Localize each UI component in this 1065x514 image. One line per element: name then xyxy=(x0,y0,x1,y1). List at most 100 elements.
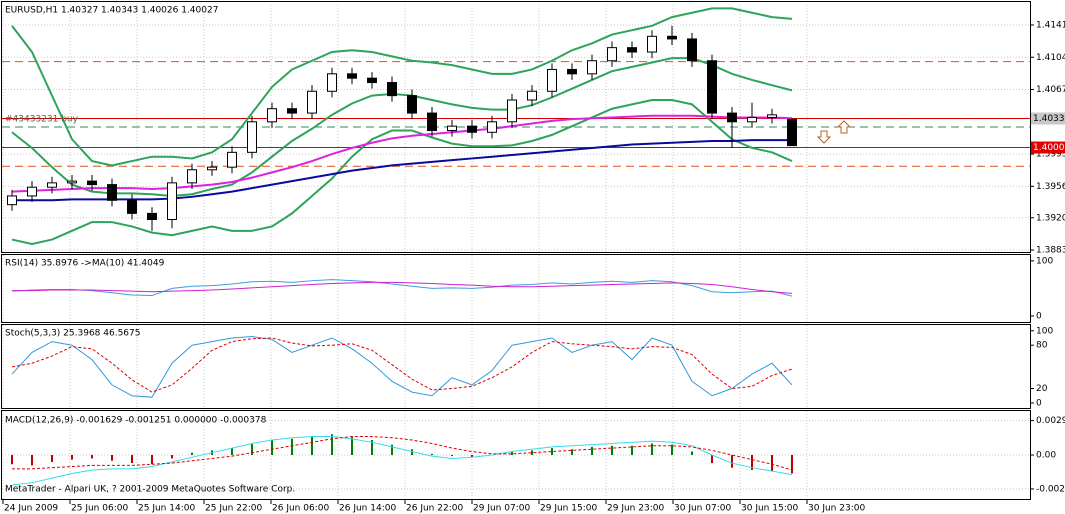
indicator-line xyxy=(11,436,793,486)
candle-body xyxy=(487,121,497,133)
candle-body xyxy=(347,73,357,79)
x-tick-label: 30 Jun 23:00 xyxy=(808,504,865,514)
y-tick-label: 100 xyxy=(1036,326,1053,336)
candle-body xyxy=(207,166,217,171)
indicator-line xyxy=(12,139,792,202)
x-tick-label: 25 Jun 06:00 xyxy=(71,504,128,514)
price-level-tag xyxy=(1031,141,1065,154)
candle-body xyxy=(287,108,297,114)
price-level-tag xyxy=(1031,112,1065,125)
x-tick-label: 26 Jun 22:00 xyxy=(406,504,463,514)
price-level-label: 1.40005 xyxy=(1033,143,1065,153)
y-tick-label: 1.39560 xyxy=(1036,182,1065,192)
y-tick-label: 1.39930 xyxy=(1036,150,1065,160)
x-tick-label: 26 Jun 06:00 xyxy=(272,504,329,514)
stoch-label: Stoch(5,3,3) 25.3968 46.5675 xyxy=(5,329,140,339)
candle-body xyxy=(647,35,657,53)
symbol-header: EURUSD,H1 1.40327 1.40343 1.40026 1.4002… xyxy=(5,6,218,16)
price-level-label: 1.40338 xyxy=(1033,114,1065,124)
y-tick-label: -0.00294 xyxy=(1036,484,1065,494)
candle-body xyxy=(627,47,637,53)
candle-body xyxy=(7,195,17,206)
y-tick-label: 80 xyxy=(1036,341,1048,351)
candle-body xyxy=(707,60,717,114)
x-tick-label: 25 Jun 14:00 xyxy=(138,504,195,514)
candle-body xyxy=(267,108,277,123)
rsi-label: RSI(14) 35.8976 ->MA(10) 41.4049 xyxy=(5,259,165,269)
candle-body xyxy=(167,182,177,220)
indicator-line xyxy=(11,114,793,193)
candle-body xyxy=(667,35,677,40)
main-panel-frame xyxy=(1,1,1031,253)
candle-body xyxy=(67,180,77,184)
candle-body xyxy=(687,38,697,62)
y-tick-label: 0.00 xyxy=(1036,451,1056,461)
footer: MetaTrader - Alpari UK, ? 2001-2009 Meta… xyxy=(5,485,295,495)
candle-body xyxy=(547,68,557,92)
x-tick-label: 30 Jun 15:00 xyxy=(741,504,798,514)
candle-body xyxy=(507,99,517,123)
candle-body xyxy=(467,125,477,133)
y-tick-label: 0 xyxy=(1036,311,1042,321)
indicator-line xyxy=(11,337,793,393)
candle-body xyxy=(87,180,97,186)
candle-body xyxy=(447,125,457,132)
indicator-line xyxy=(12,281,793,294)
candle-body xyxy=(387,82,397,97)
candle-body xyxy=(787,118,797,147)
candle-body xyxy=(587,60,597,75)
indicator-line xyxy=(11,57,793,197)
stoch-panel-frame xyxy=(1,324,1031,409)
candle-body xyxy=(187,169,197,184)
buy-arrow-icon xyxy=(836,120,852,134)
y-tick-label: 1.41410 xyxy=(1036,20,1065,30)
macd-panel-frame xyxy=(1,410,1031,500)
candle-body xyxy=(327,73,337,92)
x-tick-label: 29 Jun 07:00 xyxy=(473,504,530,514)
y-tick-label: 1.39200 xyxy=(1036,213,1065,223)
grid xyxy=(2,5,1034,504)
candle-body xyxy=(247,121,257,153)
candle-body xyxy=(727,112,737,123)
x-tick-label: 29 Jun 15:00 xyxy=(540,504,597,514)
candle-body xyxy=(127,199,137,214)
candle-body xyxy=(307,90,317,114)
indicator-line xyxy=(11,279,793,297)
sell-arrow-icon xyxy=(816,130,832,144)
x-tick-label: 26 Jun 14:00 xyxy=(339,504,396,514)
x-tick-label: 24 Jun 2009 xyxy=(4,504,58,514)
candle-body xyxy=(407,95,417,114)
y-tick-label: 1.38830 xyxy=(1036,246,1065,256)
candle-body xyxy=(427,112,437,132)
y-tick-label: 1.41040 xyxy=(1036,53,1065,63)
indicator-line xyxy=(11,98,793,245)
indicator-line xyxy=(11,336,793,398)
x-tick-label: 29 Jun 23:00 xyxy=(607,504,664,514)
candle-body xyxy=(367,77,377,84)
y-tick-label: 1.40670 xyxy=(1036,85,1065,95)
indicator-line xyxy=(11,7,793,167)
indicator-line xyxy=(12,436,793,471)
candle-body xyxy=(607,47,617,62)
y-tick-label: 0 xyxy=(1036,398,1042,408)
plot-layer xyxy=(2,7,1030,486)
candle-body xyxy=(747,116,757,123)
y-tick-label: 0.00298 xyxy=(1036,416,1065,426)
y-tick-label: 100 xyxy=(1036,256,1053,266)
candle-body xyxy=(107,184,117,201)
order-label: #43433231 buy xyxy=(5,115,79,125)
x-tick-label: 25 Jun 22:00 xyxy=(205,504,262,514)
candle-body xyxy=(527,90,537,101)
x-tick-label: 30 Jun 07:00 xyxy=(674,504,731,514)
macd-label: MACD(12,26,9) -0.001629 -0.001251 0.0000… xyxy=(5,416,267,426)
rsi-panel-frame xyxy=(1,254,1031,323)
candle-body xyxy=(227,151,237,168)
candle-body xyxy=(147,212,157,220)
candle-body xyxy=(47,182,57,188)
candle-body xyxy=(27,186,37,197)
candle-body xyxy=(567,68,577,75)
y-tick-label: 20 xyxy=(1036,384,1048,394)
